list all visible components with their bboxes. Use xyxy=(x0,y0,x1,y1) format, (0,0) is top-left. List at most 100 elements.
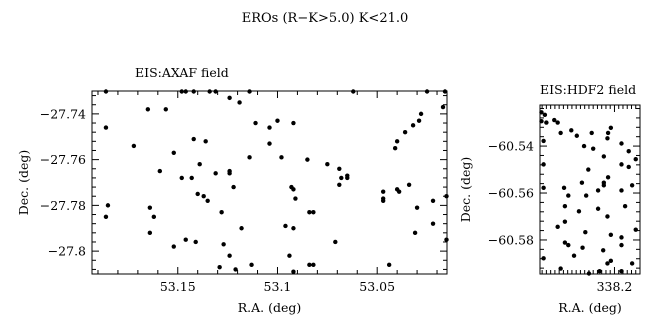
data-point xyxy=(566,193,571,198)
data-point xyxy=(231,184,236,190)
y-tick-label: −60.56 xyxy=(488,186,534,201)
data-point xyxy=(597,268,602,274)
data-point xyxy=(586,271,592,276)
data-point xyxy=(105,203,111,208)
data-point xyxy=(307,262,312,268)
data-point xyxy=(608,258,614,264)
data-point xyxy=(151,214,157,220)
data-point xyxy=(380,198,386,203)
x-axis-label: R.A. (deg) xyxy=(238,300,302,315)
data-point xyxy=(145,107,151,112)
plot-frame xyxy=(539,104,641,275)
data-point xyxy=(444,237,449,242)
data-point xyxy=(207,89,212,94)
data-point xyxy=(197,162,202,167)
data-point xyxy=(227,253,232,258)
data-point xyxy=(619,188,624,193)
x-tick-label: 338.2 xyxy=(597,279,633,294)
data-point xyxy=(305,157,310,162)
data-point xyxy=(311,210,316,215)
data-point xyxy=(406,182,412,187)
data-point xyxy=(430,221,436,226)
data-point xyxy=(201,194,206,199)
data-point xyxy=(601,154,607,159)
data-point xyxy=(541,138,546,144)
data-point xyxy=(605,175,611,180)
panel-subtitle: EIS:AXAF field xyxy=(135,65,229,80)
data-point xyxy=(163,107,168,112)
y-tick-label: −60.54 xyxy=(488,139,534,154)
data-point xyxy=(555,120,560,125)
data-point xyxy=(339,175,344,181)
data-point xyxy=(239,226,244,231)
data-point xyxy=(337,182,342,187)
data-point xyxy=(179,89,184,94)
data-point xyxy=(351,89,356,94)
data-point xyxy=(394,139,400,144)
data-point xyxy=(380,189,386,194)
y-tick-label: −27.78 xyxy=(40,198,86,213)
data-point xyxy=(267,141,272,146)
data-point xyxy=(626,164,631,170)
plot-frame xyxy=(91,90,448,275)
data-point xyxy=(442,89,448,94)
chart-title: EROs (R−K>5.0) K<21.0 xyxy=(242,11,409,26)
data-point xyxy=(542,112,548,118)
data-point xyxy=(195,191,200,197)
data-point xyxy=(424,89,430,94)
data-point xyxy=(392,145,398,151)
data-point xyxy=(171,150,176,155)
data-point xyxy=(147,230,153,236)
data-point xyxy=(586,167,591,172)
y-tick-label: −60.58 xyxy=(488,232,534,247)
axaf-panel: EIS:AXAF field 53.15 53.1 53.05 −27.74 −27.76… xyxy=(16,65,449,315)
data-point xyxy=(539,118,544,124)
data-point xyxy=(619,235,624,240)
data-point xyxy=(430,198,436,203)
data-point xyxy=(233,267,238,272)
data-point xyxy=(291,226,296,231)
data-point xyxy=(600,248,606,253)
data-point xyxy=(287,253,292,258)
data-point xyxy=(219,210,224,215)
data-point xyxy=(221,242,226,247)
data-point xyxy=(561,185,567,191)
data-point xyxy=(396,189,402,194)
data-point xyxy=(410,123,416,128)
data-point xyxy=(566,242,571,248)
data-point xyxy=(227,95,232,101)
data-point xyxy=(311,262,316,268)
data-point xyxy=(619,162,624,167)
data-point xyxy=(605,130,611,136)
x-tick-label: 53.1 xyxy=(264,279,292,294)
data-point xyxy=(580,245,585,250)
data-point xyxy=(571,253,577,258)
data-point xyxy=(227,171,232,176)
data-point xyxy=(103,214,109,220)
data-point xyxy=(386,262,392,268)
data-point xyxy=(608,125,614,130)
data-point xyxy=(267,125,272,130)
data-point xyxy=(605,214,610,219)
data-point xyxy=(247,89,252,94)
data-point xyxy=(595,206,601,211)
data-point xyxy=(253,120,258,126)
data-point xyxy=(183,89,188,94)
data-point xyxy=(337,166,342,171)
data-point xyxy=(541,185,546,191)
data-point xyxy=(103,125,109,130)
x-tick-label: 53.15 xyxy=(160,279,196,294)
y-axis-label: Dec. (deg) xyxy=(16,150,31,216)
data-point xyxy=(205,198,210,203)
data-point xyxy=(275,118,280,123)
data-point xyxy=(191,136,196,142)
data-point xyxy=(293,196,298,201)
data-point xyxy=(279,155,284,160)
data-point xyxy=(247,155,252,160)
data-point xyxy=(562,219,568,224)
y-tick-label: −27.8 xyxy=(48,244,86,259)
data-point xyxy=(402,129,408,135)
data-point xyxy=(605,261,610,266)
data-point xyxy=(574,133,580,138)
